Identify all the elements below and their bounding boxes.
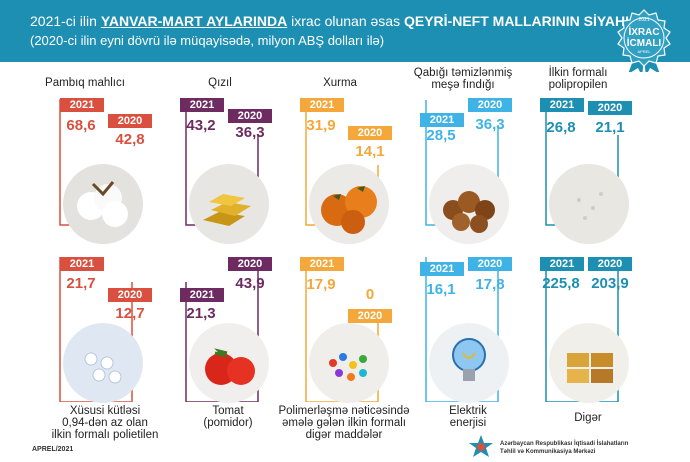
export-review-badge-icon	[617, 9, 671, 72]
value-2020: 43,9	[235, 275, 265, 292]
value-2020: 17,8	[475, 276, 505, 293]
badge-line2: İCMALI	[626, 38, 662, 49]
value-2021: 16,1	[426, 281, 456, 298]
value-2020: 36,3	[475, 116, 505, 133]
value-2020: 0	[365, 286, 375, 303]
label-line: (pomidor)	[203, 417, 253, 429]
label-line: digər maddələr	[305, 429, 383, 441]
value-2021: 31,9	[306, 117, 336, 134]
tag-2021: 2021	[60, 257, 104, 271]
tag-2021: 2021	[300, 98, 344, 112]
value-2021: 21,7	[66, 275, 96, 292]
value-2021: 68,6	[66, 117, 96, 134]
header-subtitle: (2020-ci ilin eyni dövrü ilə müqayisədə,…	[30, 33, 385, 48]
item-frame	[545, 257, 619, 402]
tag-2020: 2020	[468, 98, 512, 112]
label-line: polipropilen	[548, 79, 608, 91]
value-2021: 225,8	[542, 275, 580, 292]
label-line: Tomat	[212, 405, 244, 417]
emblem-icon	[469, 435, 493, 457]
tag-2021: 2021	[300, 257, 344, 271]
tag-2020: 2020	[228, 257, 272, 271]
item-label: Tomat (pomidor)	[178, 405, 278, 429]
badge-sub: APREL	[637, 49, 651, 54]
value-2021: 21,3	[186, 305, 216, 322]
tag-2020: 2020	[108, 288, 152, 302]
org-line: Təhlil və Kommunikasiya Mərkəzi	[500, 449, 596, 455]
label-line: Qızıl	[208, 77, 232, 89]
footer-date: APREL/2021	[32, 446, 74, 453]
label-line: Xurma	[323, 77, 357, 89]
value-2020: 36,3	[235, 124, 265, 141]
tag-2021: 2021	[60, 98, 104, 112]
label-line: əmələ gələn ilkin formalı	[281, 417, 406, 429]
tag-2020: 2020	[588, 101, 632, 115]
tag-2020: 2020	[468, 257, 512, 271]
title-part-c: ixrac olunan əsas	[287, 13, 404, 29]
item-label: Xüsusi kütləsi 0,94-dən az olan ilkin fo…	[40, 405, 170, 441]
label-line: Qabığı təmizlənmiş	[413, 67, 513, 79]
item-label: Qızıl	[170, 77, 270, 89]
label-line: Xüsusi kütləsi	[69, 405, 141, 417]
title-part-a: 2021-ci ilin	[30, 13, 101, 29]
polymer-granules-image	[309, 323, 389, 403]
cotton-image	[63, 164, 143, 244]
tag-2020: 2020	[348, 126, 392, 140]
item-label: Polimerləşmə nəticəsində əmələ gələn ilk…	[276, 405, 412, 441]
label-line: Elektrik	[449, 405, 487, 417]
label-line: meşə fındığı	[431, 79, 495, 91]
tag-2020: 2020	[588, 257, 632, 271]
persimmon-image	[309, 164, 389, 244]
item-label: Elektrik enerjisi	[418, 405, 518, 429]
item-frame	[425, 257, 499, 402]
value-2020: 12,7	[115, 305, 145, 322]
value-2021: 43,2	[186, 117, 216, 134]
tomato-image	[189, 323, 269, 403]
label-line: enerjisi	[449, 417, 487, 429]
header-title: 2021-ci ilin YANVAR-MART AYLARINDA ixrac…	[30, 13, 642, 29]
tag-2020: 2020	[228, 109, 272, 123]
label-line: Pambıq mahlıcı	[45, 77, 125, 89]
item-label: Xurma	[290, 77, 390, 89]
label-line: ilkin formalı polietilen	[51, 429, 159, 441]
label-line: Polimerləşmə nəticəsində	[278, 405, 410, 417]
badge-year: 2021	[638, 17, 650, 23]
badge-line1: İXRAC	[628, 27, 660, 38]
hazelnut-image	[429, 164, 509, 244]
label-line: 0,94-dən az olan	[62, 417, 148, 429]
title-subject: QEYRİ-NEFT MALLARININ SİYAHISI	[403, 13, 643, 29]
tag-2020: 2020	[348, 309, 392, 323]
item-frame	[185, 257, 259, 402]
label-line: Digər	[574, 412, 602, 424]
label-line: İlkin formalı	[548, 67, 608, 79]
value-2021: 28,5	[426, 127, 456, 144]
title-period: YANVAR-MART AYLARINDA	[100, 13, 288, 29]
polypropylene-granules-image	[549, 164, 629, 244]
tag-2021: 2021	[180, 288, 224, 302]
value-2020: 203,9	[591, 275, 629, 292]
tag-2020: 2020	[108, 114, 152, 128]
tag-2021: 2021	[180, 98, 224, 112]
item-label: İlkin formalı polipropilen	[528, 67, 628, 91]
footer-organization: Azərbaycan Respublikası İqtisadi İslahat…	[500, 440, 628, 456]
item-label: Digər	[538, 412, 638, 424]
value-2020: 42,8	[115, 131, 145, 148]
item-label: Pambıq mahlıcı	[30, 77, 140, 89]
gold-bars-image	[189, 164, 269, 244]
badge-label: İXRAC İCMALI APREL	[612, 27, 676, 55]
header-banner: 2021-ci ilin YANVAR-MART AYLARINDA ixrac…	[0, 0, 690, 62]
cargo-boxes-image	[549, 323, 629, 403]
light-bulb-icon	[429, 323, 509, 403]
org-line: Azərbaycan Respublikası İqtisadi İslahat…	[500, 441, 629, 447]
tag-2021: 2021	[540, 98, 584, 112]
item-label: Qabığı təmizlənmiş meşə fındığı	[408, 67, 518, 91]
value-2020: 21,1	[595, 119, 625, 136]
value-2021: 17,9	[306, 276, 336, 293]
value-2021: 26,8	[546, 119, 576, 136]
tag-2021: 2021	[420, 113, 464, 127]
tag-2021: 2021	[420, 262, 464, 276]
polyethylene-granules-image	[63, 323, 143, 403]
tag-2021: 2021	[540, 257, 584, 271]
value-2020: 14,1	[355, 143, 385, 160]
